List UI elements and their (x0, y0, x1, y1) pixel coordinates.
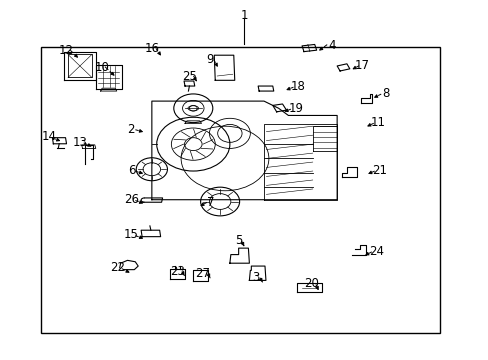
Text: 20: 20 (304, 278, 319, 291)
Text: 13: 13 (73, 136, 87, 149)
Text: 26: 26 (123, 193, 139, 206)
Text: 6: 6 (128, 164, 136, 177)
Text: 3: 3 (252, 271, 259, 284)
Text: 19: 19 (287, 102, 303, 115)
Text: 17: 17 (354, 59, 369, 72)
Text: 1: 1 (240, 9, 248, 22)
Text: 10: 10 (95, 60, 109, 73)
Text: 11: 11 (370, 116, 386, 129)
Text: 2: 2 (127, 123, 135, 136)
Text: 4: 4 (328, 39, 335, 52)
Text: 12: 12 (59, 44, 74, 57)
Text: 23: 23 (169, 265, 184, 278)
Text: 7: 7 (206, 196, 214, 209)
Text: 5: 5 (234, 234, 242, 247)
Text: 16: 16 (144, 41, 159, 54)
Text: 15: 15 (123, 228, 139, 241)
Text: 25: 25 (182, 69, 197, 82)
Text: 22: 22 (110, 261, 125, 274)
Text: 27: 27 (195, 267, 210, 280)
Text: 9: 9 (206, 53, 214, 66)
Text: 8: 8 (382, 87, 389, 100)
Text: 18: 18 (290, 80, 305, 93)
Text: 24: 24 (368, 244, 383, 257)
Text: 14: 14 (42, 130, 57, 144)
Text: 21: 21 (372, 164, 387, 177)
